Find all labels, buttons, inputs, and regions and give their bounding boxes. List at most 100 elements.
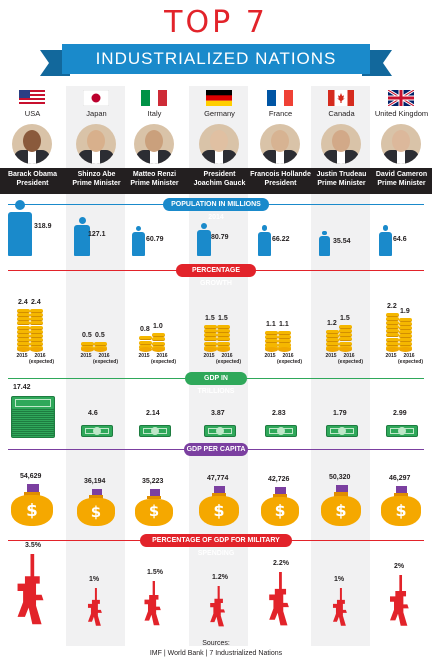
gdp-per-capita-value: 54,629 (20, 473, 42, 480)
section-title-gdp: GDP IN TRILLIONS (185, 372, 247, 395)
banknote (81, 425, 113, 437)
coin-base (217, 347, 230, 352)
year-2016-text: 2016 (156, 353, 168, 359)
usa-flag-icon (19, 90, 45, 106)
coin (386, 320, 399, 325)
year-2016-text: 2016 (34, 353, 46, 359)
military-value: 2.2% (273, 559, 289, 567)
growth-coin-stack (278, 331, 291, 352)
population-value: 80.79 (211, 234, 229, 242)
leader-portrait (260, 124, 300, 164)
year-2015-label: 2015 (385, 353, 397, 359)
expected-text: (expected) (338, 359, 364, 365)
year-2016-label: 2016 (expected) (398, 353, 423, 365)
coin (326, 333, 339, 338)
coin (30, 337, 43, 342)
population-person-icon (74, 216, 91, 256)
person-body (74, 225, 91, 256)
coin (204, 324, 217, 329)
coin (399, 325, 412, 330)
coin (30, 341, 43, 346)
canada-flag-icon (328, 90, 354, 106)
year-2016-text: 2016 (343, 353, 355, 359)
population-person-icon (319, 230, 330, 256)
portrait-shirt (337, 150, 345, 164)
leader-name: Justin Trudeau (316, 171, 367, 178)
rifle-icon (210, 585, 226, 626)
coin (17, 329, 30, 334)
military-value: 2% (394, 562, 405, 570)
banknote-emblem (151, 427, 159, 435)
banknote-inner (15, 399, 51, 407)
person-body (197, 229, 211, 256)
growth-coin-stack (386, 312, 399, 352)
coin (30, 313, 43, 318)
gdp-per-capita-value: 47,774 (207, 474, 229, 482)
portrait-face (332, 130, 350, 152)
coin-base (17, 346, 30, 352)
growth-value: 1.1 (279, 321, 289, 329)
growth-value: 1.5 (218, 314, 228, 322)
ribbon-band (62, 44, 370, 74)
coin-base (152, 347, 165, 352)
coin (339, 341, 352, 346)
section-title-military: PERCENTAGE OF GDP FOR MILITARY SPENDING (140, 534, 292, 557)
banknote (326, 425, 358, 437)
coin (278, 335, 291, 340)
person-head (321, 230, 327, 236)
coin-base (94, 347, 107, 352)
coin (30, 317, 43, 322)
banknote-emblem (338, 427, 346, 435)
sources-heading: Sources: (202, 640, 230, 647)
person-head (200, 222, 208, 229)
year-2016-label: 2016 (expected) (93, 353, 118, 365)
banknote (265, 425, 297, 437)
growth-value: 1.0 (153, 323, 163, 330)
section-gdp: GDP IN TRILLIONS (0, 372, 432, 395)
military-value: 1.5% (147, 569, 163, 577)
leader-role: Prime Minister (130, 180, 179, 187)
population-person-icon (197, 222, 211, 256)
portrait-face (271, 130, 289, 152)
gdp-per-capita-value: 42,726 (268, 476, 290, 484)
coin (278, 342, 291, 347)
leader-portrait (76, 124, 116, 164)
coin (81, 341, 94, 346)
section-title-population: POPULATION IN MILLIONS 2014 (163, 198, 269, 221)
money-bag-icon: $ (381, 486, 421, 526)
year-2015-label: 2015 (264, 353, 276, 359)
dollar-sign: $ (148, 503, 160, 521)
population-value: 64.6 (393, 235, 407, 243)
coin-base (326, 346, 339, 352)
leader-portrait (12, 124, 52, 164)
gdp-value: 2.99 (393, 410, 407, 417)
uk-flag-icon (388, 90, 414, 106)
banknote (11, 396, 55, 410)
population-person-icon (258, 225, 271, 256)
bag-neck (272, 494, 287, 498)
leader-label: Matteo Renzi Prime Minister (124, 170, 185, 188)
growth-value: 1.9 (400, 307, 410, 315)
coin (17, 341, 30, 346)
banknote (386, 425, 418, 437)
leader-portrait (381, 124, 421, 164)
bag-cash (214, 485, 226, 495)
coin (386, 316, 399, 321)
person-body (258, 231, 271, 256)
military-value: 1% (334, 576, 345, 584)
bag-sack (320, 495, 362, 526)
expected-text: (expected) (277, 359, 303, 365)
population-person-icon (379, 225, 392, 256)
coin (17, 337, 30, 342)
coin (139, 340, 152, 345)
gdp-value: 4.6 (88, 410, 98, 417)
coin (17, 317, 30, 322)
coin (30, 329, 43, 334)
gdp-value: 2.14 (146, 410, 160, 417)
section-title-gdp-per-capita: GDP PER CAPITA (184, 443, 248, 456)
year-2016-text: 2016 (98, 353, 110, 359)
bag-cash (396, 486, 408, 495)
banknote-emblem (216, 427, 224, 435)
bag-neck (333, 492, 349, 497)
military-value: 1.2% (212, 573, 228, 581)
